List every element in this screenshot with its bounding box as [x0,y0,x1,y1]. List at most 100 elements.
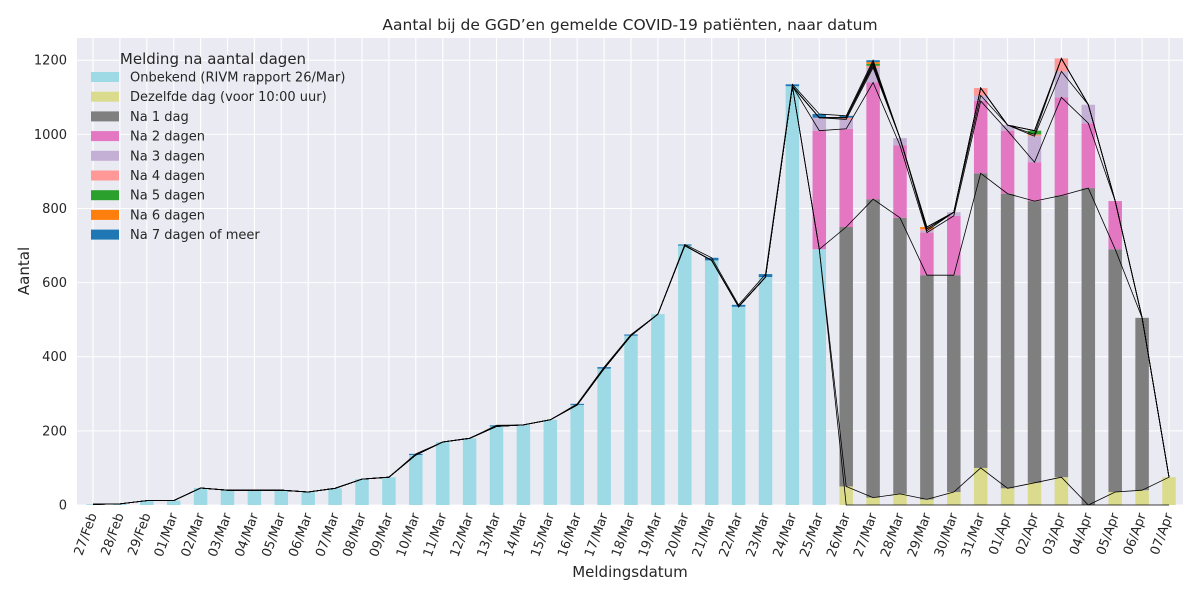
bar-segment [489,426,504,505]
y-tick-label: 400 [42,350,67,365]
bar-segment [1054,477,1069,505]
legend-item: Onbekend (RIVM rapport 26/Mar) [91,71,345,86]
bar-segment [947,492,961,505]
bar-segment [624,335,638,505]
x-tick-label: 12/Mar [448,511,478,559]
x-tick-label: 02/Mar [179,511,209,559]
x-tick-label: 10/Mar [394,511,424,559]
x-tick-label: 23/Mar [744,511,774,559]
bar-segment [1162,477,1176,505]
bar-segment [247,490,262,505]
bar-segment [435,441,450,505]
bar-segment [570,404,584,505]
bar-segment [785,86,800,505]
x-tick-label: 06/Mar [286,511,316,559]
bar-segment [86,504,100,505]
x-axis-ticks: 27/Feb28/Feb29/Feb01/Mar02/Mar03/Mar04/M… [72,511,1177,559]
bar-segment [866,497,880,505]
y-tick-label: 600 [42,276,67,291]
bar-segment [731,304,746,307]
bar-segment [1135,317,1149,491]
legend-label: Na 2 dagen [130,130,205,145]
legend-label: Na 1 dag [130,110,189,125]
y-axis-label: Aantal [15,247,33,295]
bar-segment [1054,58,1069,72]
bar-segment [543,419,558,505]
bar-segment [516,424,531,505]
bar-segment [973,467,988,505]
legend-label: Na 6 dagen [130,208,205,223]
bar-segment [812,130,827,250]
x-tick-label: 13/Mar [475,511,505,559]
legend-swatch [91,150,119,161]
bar-segment [812,249,827,505]
bar-segment [328,488,342,505]
bar-segment [704,260,719,505]
bar-segment [1027,162,1042,202]
x-tick-label: 27/Feb [72,511,101,557]
cumulative-lines [92,57,1170,506]
bar-segment [1135,490,1149,505]
bar-segment [973,88,988,96]
bar-segment [355,479,369,505]
x-tick-label: 21/Mar [690,511,720,559]
bar-segment [973,95,988,102]
bar-segment [893,493,907,505]
x-tick-label: 22/Mar [717,511,747,559]
legend-label: Dezelfde dag (voor 10:00 uur) [130,90,327,105]
x-tick-label: 16/Mar [555,511,585,559]
bar-segment [866,82,880,200]
bar-segment [839,227,853,487]
bar-segment [140,500,154,505]
bar-segment [812,113,827,118]
bar-segment [839,117,853,120]
legend-swatch [91,170,119,181]
bar-segment [973,101,988,174]
legend-label: Na 3 dagen [130,149,205,164]
x-tick-label: 05/Apr [1094,511,1123,558]
x-tick-label: 01/Apr [986,511,1015,558]
x-tick-label: 27/Mar [851,511,881,559]
cumulative-line [92,57,1170,505]
bar-segment [1027,130,1042,135]
x-tick-label: 05/Mar [259,511,289,559]
legend-swatch [91,111,119,122]
x-tick-label: 15/Mar [528,511,558,559]
legend-item: Na 6 dagen [91,208,205,223]
bar-segment [731,306,746,505]
bar-segment [839,119,853,129]
legend-item: Na 4 dagen [91,169,205,184]
bar-segment [1108,201,1122,250]
bar-segment [274,490,289,505]
x-tick-label: 03/Apr [1040,511,1069,558]
x-tick-label: 17/Mar [582,511,612,559]
x-tick-label: 07/Apr [1148,511,1177,558]
x-tick-label: 04/Mar [233,511,263,559]
bar-segment [839,486,853,505]
x-tick-label: 24/Mar [771,511,801,559]
bar-segment [1000,125,1015,131]
y-tick-label: 0 [59,499,67,514]
legend-swatch [91,209,119,220]
x-tick-label: 08/Mar [340,511,370,559]
y-tick-label: 1000 [34,128,67,143]
bar-segment [597,367,611,369]
legend-swatch [91,72,119,82]
bar-segment [893,138,907,146]
legend-label: Na 5 dagen [130,189,205,204]
x-tick-label: 31/Mar [959,511,989,559]
bar-segment [1081,123,1096,189]
bar-segment [1081,188,1096,505]
bar-segment [1054,97,1069,196]
bar-segment [113,503,127,505]
x-tick-label: 29/Mar [905,511,935,559]
bar-segment [382,477,396,505]
x-tick-label: 26/Mar [824,511,854,559]
legend-label: Na 4 dagen [130,169,205,184]
bar-segment [193,487,208,505]
bar-segment [651,314,665,505]
legend-label: Onbekend (RIVM rapport 26/Mar) [130,71,345,86]
bar-segment [1027,201,1042,483]
x-tick-label: 09/Mar [367,511,397,559]
bar-segment [1081,104,1096,124]
